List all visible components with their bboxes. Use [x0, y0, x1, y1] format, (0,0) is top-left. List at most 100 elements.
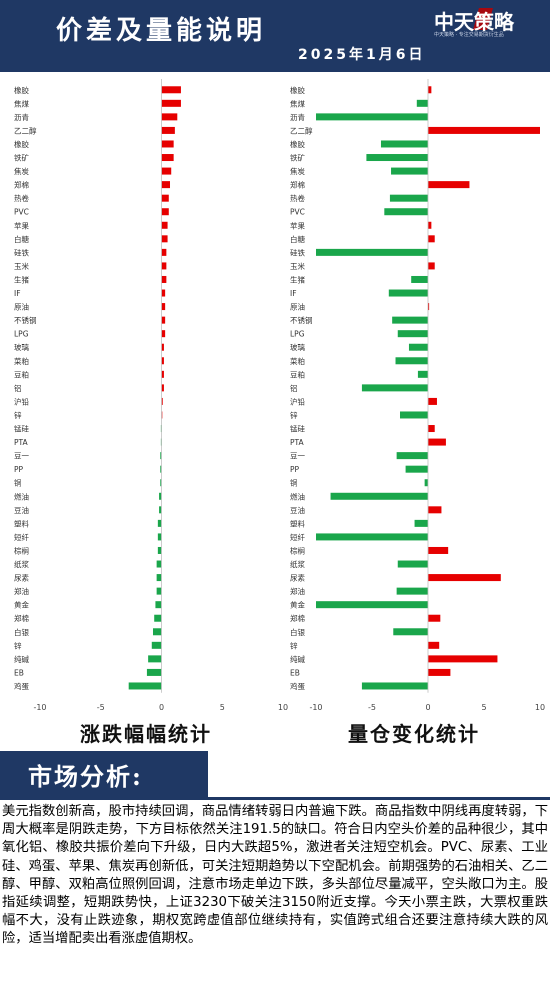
bar — [161, 154, 174, 162]
bar — [417, 370, 428, 378]
bar — [361, 384, 428, 392]
category-label: 不锈钢 — [290, 315, 313, 325]
category-label: 纸浆 — [14, 559, 29, 569]
category-label: 硅铁 — [14, 247, 29, 257]
category-label: IF — [14, 289, 21, 298]
x-tick-label: 5 — [481, 703, 486, 712]
category-label: 豆油 — [14, 505, 29, 515]
bar — [316, 113, 428, 121]
bar — [161, 99, 181, 107]
category-label: 纸浆 — [290, 559, 305, 569]
bar — [428, 262, 435, 270]
bar — [397, 330, 428, 338]
category-label: 原油 — [14, 302, 29, 312]
market-analysis-text: 美元指数创新高，股市持续回调，商品情绪转弱日内普遍下跌。商品指数中阴线再度转弱，… — [2, 804, 548, 947]
bar — [428, 506, 442, 514]
bar — [428, 546, 449, 554]
bar — [161, 275, 167, 283]
category-label: 铝 — [14, 383, 22, 393]
category-label: 菜粕 — [14, 356, 29, 366]
bar — [395, 357, 428, 365]
bar — [428, 425, 435, 433]
category-label: 橡胶 — [290, 85, 305, 95]
bar — [380, 140, 428, 148]
bar — [361, 682, 428, 690]
bar — [151, 641, 162, 649]
market-analysis-header: 市场分析: — [0, 751, 550, 801]
bar — [161, 397, 163, 405]
category-label: EB — [290, 668, 300, 677]
category-label: 乙二醇 — [290, 125, 313, 135]
bar — [161, 208, 169, 216]
bar — [161, 181, 171, 189]
bar — [316, 533, 428, 541]
category-label: PTA — [290, 438, 305, 447]
bar — [156, 587, 162, 595]
category-label: 玉米 — [290, 261, 305, 271]
bar — [400, 411, 428, 419]
bar — [408, 343, 428, 351]
category-label: 棕榈 — [14, 545, 29, 555]
category-label: 鸡蛋 — [14, 681, 29, 691]
category-label: 纯碱 — [290, 654, 305, 664]
bar — [416, 99, 428, 107]
category-label: 燃油 — [14, 491, 29, 501]
category-label: 乙二醇 — [14, 125, 37, 135]
category-label: PVC — [14, 208, 29, 217]
category-label: 锌 — [290, 640, 298, 650]
bar — [155, 601, 162, 609]
bar — [161, 289, 166, 297]
brand-logo: 中天策略 中天策略 · 专注交易期货衍生品 — [434, 6, 542, 40]
category-label: 橡胶 — [290, 139, 305, 149]
category-label: 锌 — [14, 410, 22, 420]
bar — [397, 560, 428, 568]
bar — [366, 154, 428, 162]
bar — [428, 668, 451, 676]
bar — [160, 479, 162, 487]
bar — [160, 452, 162, 460]
category-label: 焦炭 — [290, 166, 305, 176]
bar — [396, 587, 428, 595]
bar — [330, 492, 428, 500]
x-tick-label: -10 — [309, 703, 322, 712]
bar — [161, 248, 167, 256]
category-label: 锌 — [290, 410, 298, 420]
bar — [152, 628, 162, 636]
bar — [161, 235, 168, 243]
x-tick-label: 0 — [159, 703, 164, 712]
category-label: EB — [14, 668, 24, 677]
x-tick-label: 5 — [220, 703, 225, 712]
logo-text: 中天策略 — [434, 10, 514, 34]
category-label: IF — [290, 289, 297, 298]
bar — [428, 235, 435, 243]
category-label: PVC — [290, 208, 305, 217]
category-label: 白银 — [290, 627, 305, 637]
logo-subtitle: 中天策略 · 专注交易期货衍生品 — [434, 32, 504, 38]
category-label: 沥青 — [290, 112, 305, 122]
category-label: 热卷 — [290, 193, 305, 203]
bar — [161, 126, 175, 134]
x-tick-label: 10 — [535, 703, 545, 712]
x-tick-label: -5 — [97, 703, 105, 712]
category-label: 沪铅 — [14, 396, 29, 406]
bar — [148, 655, 162, 663]
bar — [411, 275, 428, 283]
category-label: 菜粕 — [290, 356, 305, 366]
category-label: 尿素 — [290, 573, 305, 583]
bar — [161, 140, 174, 148]
category-label: PP — [290, 465, 300, 474]
category-label: 白糖 — [290, 234, 305, 244]
category-label: 原油 — [290, 302, 305, 312]
category-label: 苹果 — [14, 220, 29, 230]
category-label: 玉米 — [14, 261, 29, 271]
category-label: 黄金 — [290, 600, 305, 610]
category-label: 豆粕 — [14, 369, 29, 379]
category-label: 尿素 — [14, 573, 29, 583]
bar — [424, 479, 428, 487]
section-title-bar — [0, 751, 208, 797]
category-label: 硅铁 — [290, 247, 305, 257]
category-label: 棕榈 — [290, 545, 305, 555]
page-title: 价差及量能说明 — [56, 16, 267, 46]
x-tick-label: -5 — [368, 703, 376, 712]
right-chart-caption: 量仓变化统计 — [348, 722, 480, 746]
